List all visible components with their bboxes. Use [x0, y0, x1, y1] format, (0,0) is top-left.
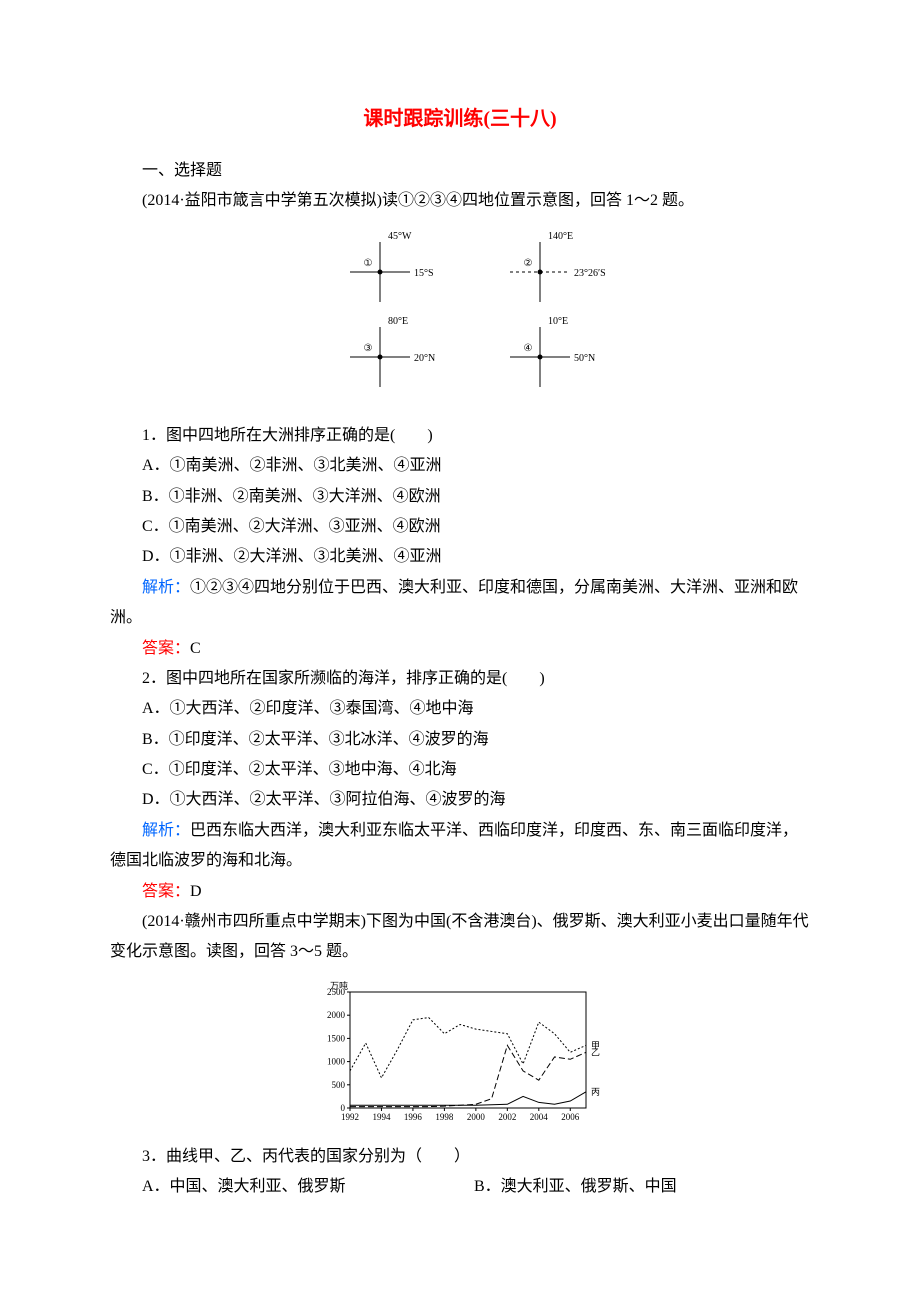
svg-text:45°W: 45°W	[388, 231, 412, 242]
svg-text:万吨: 万吨	[330, 980, 348, 991]
q2-opt-b: B．①印度洋、②太平洋、③北冰洋、④波罗的海	[110, 725, 810, 755]
q1-answer: 答案：C	[110, 634, 810, 664]
svg-text:80°E: 80°E	[388, 316, 408, 327]
explain-label: 解析：	[142, 822, 190, 839]
svg-text:10°E: 10°E	[548, 316, 568, 327]
svg-text:2004: 2004	[530, 1112, 549, 1122]
explain-text: 巴西东临大西洋，澳大利亚东临太平洋、西临印度洋，印度西、东、南三面临印度洋，德国…	[110, 822, 798, 869]
q2-opt-a: A．①大西洋、②印度洋、③泰国湾、④地中海	[110, 694, 810, 724]
svg-text:丙: 丙	[591, 1087, 600, 1097]
svg-text:1000: 1000	[327, 1056, 346, 1066]
q3-opt-b: B．澳大利亚、俄罗斯、中国	[474, 1172, 810, 1202]
answer-value: D	[190, 883, 202, 900]
chart-wheat-export: 05001000150020002500万吨199219941996199820…	[110, 978, 810, 1128]
svg-text:500: 500	[332, 1080, 346, 1090]
q1-opt-b: B．①非洲、②南美洲、③大洋洲、④欧洲	[110, 482, 810, 512]
svg-text:1994: 1994	[372, 1112, 391, 1122]
q1-opt-d: D．①非洲、②大洋洲、③北美洲、④亚洲	[110, 542, 810, 572]
svg-text:1992: 1992	[341, 1112, 359, 1122]
svg-text:2000: 2000	[327, 1010, 346, 1020]
svg-text:②: ②	[524, 258, 533, 269]
svg-text:140°E: 140°E	[548, 231, 573, 242]
q1-opt-c: C．①南美洲、②大洋洲、③亚洲、④欧洲	[110, 512, 810, 542]
svg-text:2000: 2000	[467, 1112, 486, 1122]
q1-opt-a: A．①南美洲、②非洲、③北美洲、④亚洲	[110, 451, 810, 481]
svg-text:④: ④	[524, 343, 533, 354]
intro-1: (2014·益阳市箴言中学第五次模拟)读①②③④四地位置示意图，回答 1～2 题…	[110, 186, 810, 216]
svg-text:1500: 1500	[327, 1033, 346, 1043]
answer-label: 答案：	[142, 640, 190, 657]
svg-text:50°N: 50°N	[574, 353, 595, 364]
explain-label: 解析：	[142, 579, 190, 596]
q2-opt-c: C．①印度洋、②太平洋、③地中海、④北海	[110, 755, 810, 785]
document-page: 课时跟踪训练(三十八) 一、选择题 (2014·益阳市箴言中学第五次模拟)读①②…	[0, 0, 920, 1263]
q1-stem: 1．图中四地所在大洲排序正确的是( )	[110, 421, 810, 451]
section-heading: 一、选择题	[110, 156, 810, 186]
q1-explain: 解析：①②③④四地分别位于巴西、澳大利亚、印度和德国，分属南美洲、大洋洲、亚洲和…	[110, 573, 810, 634]
q2-explain: 解析：巴西东临大西洋，澳大利亚东临太平洋、西临印度洋，印度西、东、南三面临印度洋…	[110, 816, 810, 877]
svg-text:2006: 2006	[561, 1112, 580, 1122]
svg-text:1998: 1998	[435, 1112, 454, 1122]
svg-text:③: ③	[364, 343, 373, 354]
diagram-four-locations: ① 45°W 15°S ② 140°E 23°26′S ③ 80°E 20°N ④ 10°E 50°N	[110, 227, 810, 407]
svg-text:①: ①	[364, 258, 373, 269]
q3-stem: 3．曲线甲、乙、丙代表的国家分别为（ ）	[110, 1142, 810, 1172]
svg-text:15°S: 15°S	[414, 268, 434, 279]
q2-stem: 2．图中四地所在国家所濒临的海洋，排序正确的是( )	[110, 664, 810, 694]
q3-opt-a: A．中国、澳大利亚、俄罗斯	[110, 1172, 474, 1202]
explain-text: ①②③④四地分别位于巴西、澳大利亚、印度和德国，分属南美洲、大洋洲、亚洲和欧洲。	[110, 579, 798, 626]
q2-opt-d: D．①大西洋、②太平洋、③阿拉伯海、④波罗的海	[110, 785, 810, 815]
answer-label: 答案：	[142, 883, 190, 900]
svg-text:1996: 1996	[404, 1112, 423, 1122]
q3-opts-row: A．中国、澳大利亚、俄罗斯 B．澳大利亚、俄罗斯、中国	[110, 1172, 810, 1202]
svg-text:20°N: 20°N	[414, 353, 435, 364]
svg-text:乙: 乙	[591, 1047, 600, 1057]
answer-value: C	[190, 640, 201, 657]
intro-2: (2014·赣州市四所重点中学期末)下图为中国(不含港澳台)、俄罗斯、澳大利亚小…	[110, 907, 810, 968]
svg-text:2002: 2002	[498, 1112, 516, 1122]
page-title: 课时跟踪训练(三十八)	[110, 100, 810, 138]
q2-answer: 答案：D	[110, 877, 810, 907]
svg-text:23°26′S: 23°26′S	[574, 268, 606, 279]
